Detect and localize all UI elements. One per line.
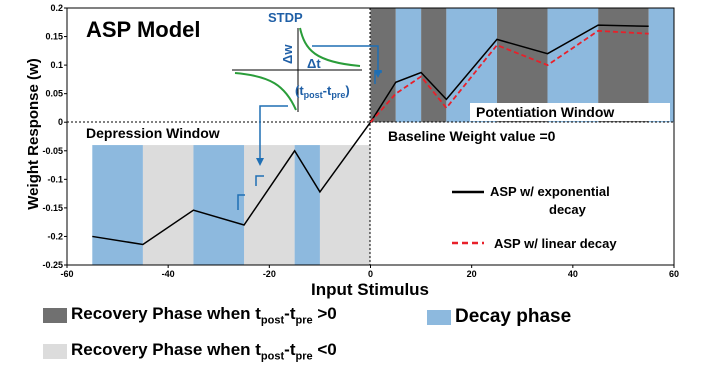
series-line-0 bbox=[92, 24, 649, 246]
depression-window-box bbox=[82, 124, 250, 142]
x-tick-label-0: -60 bbox=[60, 269, 73, 279]
stdp-dt-label: Δt bbox=[307, 56, 321, 71]
y-tick-label-9: -0.25 bbox=[42, 260, 63, 270]
legend-decay-phase: Decay phase bbox=[427, 306, 571, 328]
y-axis-title: Weight Response (w) bbox=[25, 58, 42, 209]
swatch-recovery-positive bbox=[43, 307, 67, 323]
stdp-axis-label: (tpost-tpre) bbox=[295, 83, 350, 100]
rn-sub1: post bbox=[260, 350, 285, 363]
x-tick-label-2: -20 bbox=[263, 269, 276, 279]
stdp-potentiation-curve bbox=[299, 27, 361, 67]
stdp-depression-curve bbox=[234, 72, 297, 111]
legend-recovery-positive: Recovery Phase when tpost-tpre >0 bbox=[43, 304, 337, 326]
legend-label-exp-2: decay bbox=[549, 202, 587, 217]
rn-dash: -t bbox=[284, 340, 296, 359]
inset-arrow-right bbox=[312, 45, 379, 72]
x-axis-title: Input Stimulus bbox=[311, 280, 429, 299]
stdp-axis-dash: -t bbox=[323, 83, 332, 98]
decay-region-neg-2 bbox=[294, 145, 320, 265]
stdp-dw-label: Δw bbox=[280, 44, 295, 64]
x-tick-label-6: 60 bbox=[669, 269, 679, 279]
y-tick-label-1: 0.15 bbox=[45, 32, 63, 42]
x-tick-label-4: 20 bbox=[467, 269, 477, 279]
recovery-negative-region-2 bbox=[319, 145, 371, 265]
x-tick-label-5: 40 bbox=[568, 269, 578, 279]
axis-ticks: -60 -40 -20 0 20 40 60 0.2 0.15 0.1 0.05 0 -0.05 -0.1… bbox=[42, 3, 679, 279]
y-tick-label-6: -0.1 bbox=[47, 174, 63, 184]
potentiation-window-label: Potentiation Window bbox=[476, 104, 614, 120]
asp-chart: -60 -40 -20 0 20 40 60 0.2 0.15 0.1 0.05 0 -0.05 -0.1… bbox=[25, 3, 679, 299]
stdp-axis-post: post bbox=[304, 90, 323, 100]
legend-decay-label: Decay phase bbox=[455, 306, 572, 327]
recovery-positive-region-1 bbox=[421, 8, 447, 123]
swatch-decay bbox=[427, 309, 451, 325]
rn-tail: <0 bbox=[312, 340, 337, 359]
rp-sub2: pre bbox=[295, 314, 313, 327]
baseline-label: Baseline Weight value =0 bbox=[388, 128, 556, 144]
recovery-negative-region-1 bbox=[244, 145, 295, 265]
legend-label-exp-1: ASP w/ exponential bbox=[490, 184, 610, 199]
x-tick-label-3: 0 bbox=[368, 269, 373, 279]
rp-dash: -t bbox=[284, 304, 296, 323]
series-lines bbox=[92, 24, 649, 246]
legend-recovery-positive-label: Recovery Phase when tpost-tpre >0 bbox=[71, 304, 337, 326]
series-line-1 bbox=[369, 29, 649, 123]
stdp-inset: STDP Δw Δt (tpost-tpre) bbox=[232, 10, 382, 210]
inset-arrow-left bbox=[259, 105, 288, 160]
rn-sub2: pre bbox=[295, 350, 313, 363]
y-tick-label-4: 0 bbox=[58, 117, 63, 127]
rp-text: Recovery Phase when t bbox=[71, 304, 261, 323]
y-tick-label-7: -0.15 bbox=[42, 203, 63, 213]
stdp-axis-open: (t bbox=[295, 83, 304, 98]
swatch-recovery-negative bbox=[43, 343, 67, 359]
depression-window-label: Depression Window bbox=[86, 125, 220, 141]
y-tick-label-2: 0.1 bbox=[50, 60, 63, 70]
rp-sub1: post bbox=[260, 314, 285, 327]
decay-region-pos-0 bbox=[395, 8, 422, 123]
rp-tail: >0 bbox=[312, 304, 337, 323]
legend-label-lin: ASP w/ linear decay bbox=[494, 236, 617, 251]
decay-region-neg-1 bbox=[193, 145, 245, 265]
stdp-axis-pre: pre bbox=[331, 90, 345, 100]
chart-title: ASP Model bbox=[86, 17, 201, 42]
inset-bracket-b bbox=[237, 194, 245, 210]
chart-legend: ASP w/ exponential decay ASP w/ linear d… bbox=[452, 184, 617, 251]
stdp-title: STDP bbox=[268, 10, 303, 25]
legend-recovery-negative: Recovery Phase when tpost-tpre <0 bbox=[43, 340, 337, 362]
y-tick-label-3: 0.05 bbox=[45, 89, 63, 99]
inset-arrow-left-head bbox=[256, 158, 264, 166]
y-tick-label-8: -0.2 bbox=[47, 231, 63, 241]
rn-text: Recovery Phase when t bbox=[71, 340, 261, 359]
y-tick-label-0: 0.2 bbox=[50, 3, 63, 13]
inset-bracket-a bbox=[374, 71, 382, 84]
x-tick-label-1: -40 bbox=[162, 269, 175, 279]
recovery-positive-region-0 bbox=[370, 8, 396, 123]
recovery-negative-region-0 bbox=[142, 145, 194, 265]
stdp-axis-close: ) bbox=[345, 83, 349, 98]
y-tick-label-5: -0.05 bbox=[42, 146, 63, 156]
potentiation-window-box bbox=[470, 103, 670, 121]
inset-bracket-c bbox=[255, 175, 264, 186]
legend-recovery-negative-label: Recovery Phase when tpost-tpre <0 bbox=[71, 340, 337, 362]
decay-region-neg-0 bbox=[92, 145, 143, 265]
